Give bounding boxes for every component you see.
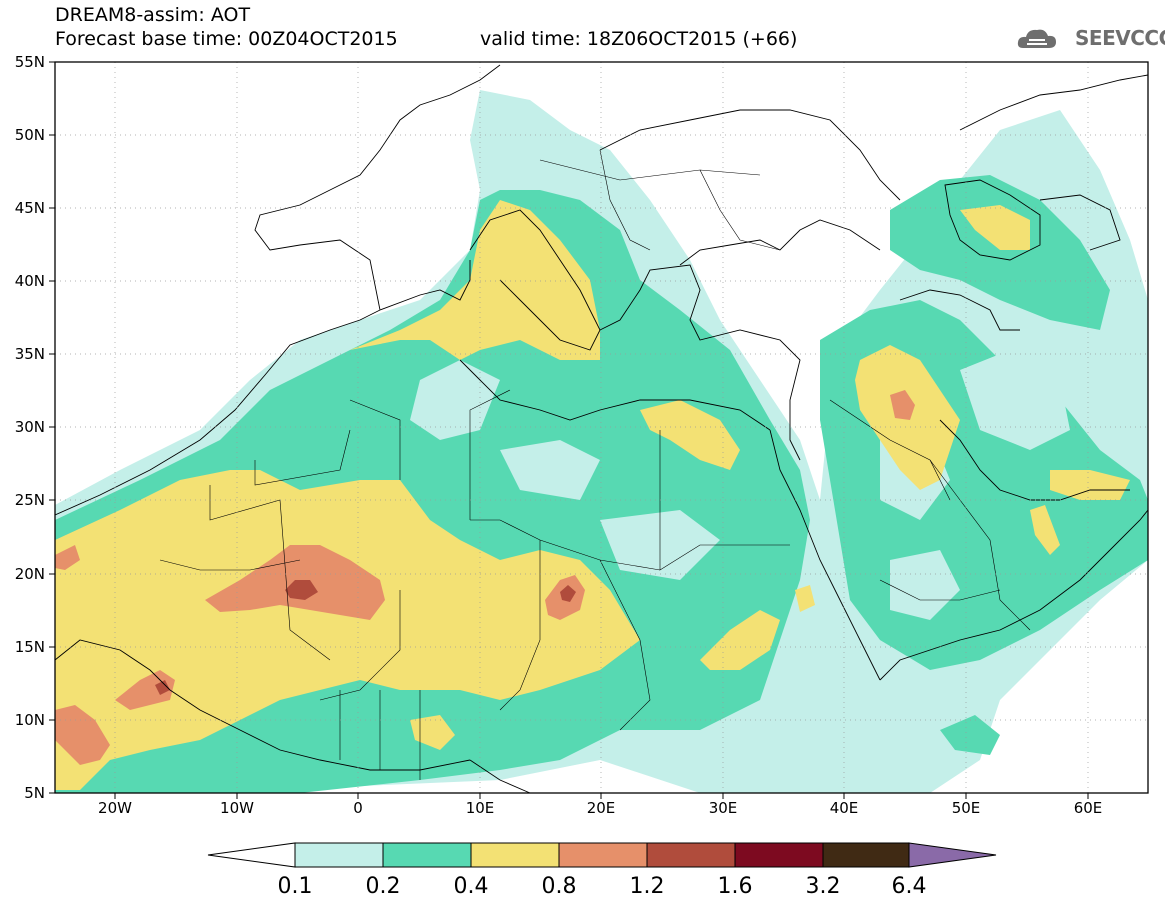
lat-label-25n: 25N xyxy=(15,491,45,509)
borders xyxy=(159,149,1031,780)
logo-text: SEEVCCC xyxy=(1075,26,1165,50)
lon-label-10e: 10E xyxy=(466,799,495,817)
colorbar-swatch-6 xyxy=(734,842,824,868)
colorbar-label: 3.2 xyxy=(806,874,841,899)
colorbar-labels: 0.1 0.2 0.4 0.8 1.2 1.6 3.2 6.4 xyxy=(278,874,927,899)
colorbar-swatch-4 xyxy=(558,842,648,868)
colorbar-swatch-1 xyxy=(294,842,384,868)
lat-label-55n: 55N xyxy=(15,53,45,71)
lat-label-45n: 45N xyxy=(15,199,45,217)
lon-label-40e: 40E xyxy=(830,799,859,817)
axis-ticks xyxy=(49,61,1089,799)
lat-label-50n: 50N xyxy=(15,126,45,144)
lat-label-30n: 30N xyxy=(15,418,45,436)
valid-time: valid time: 18Z06OCT2015 (+66) xyxy=(480,28,798,50)
lat-label-15n: 15N xyxy=(15,638,45,656)
colorbar-high-arrow xyxy=(908,842,997,868)
lon-label-20w: 20W xyxy=(98,799,132,817)
colorbar-swatch-5 xyxy=(646,842,736,868)
map-title: DREAM8-assim: AOT xyxy=(55,4,251,26)
lon-label-30e: 30E xyxy=(709,799,738,817)
logo xyxy=(1017,29,1056,48)
colorbar-swatch-2 xyxy=(382,842,472,868)
lat-label-40n: 40N xyxy=(15,272,45,290)
colorbar-label: 6.4 xyxy=(892,874,927,899)
colorbar-low-arrow xyxy=(207,842,296,868)
lat-label-20n: 20N xyxy=(15,565,45,583)
lon-label-60e: 60E xyxy=(1074,799,1103,817)
colorbar-label: 0.4 xyxy=(454,874,489,899)
lat-label-10n: 10N xyxy=(15,711,45,729)
cloud-icon xyxy=(1017,29,1056,48)
lon-label-0: 0 xyxy=(353,799,363,817)
lat-label-35n: 35N xyxy=(15,345,45,363)
colorbar-label: 0.2 xyxy=(366,874,401,899)
longitude-labels: 20W 10W 0 10E 20E 30E 40E 50E 60E xyxy=(98,799,1102,817)
colorbar-swatch-3 xyxy=(470,842,560,868)
forecast-base-time: Forecast base time: 00Z04OCT2015 xyxy=(55,28,398,50)
lat-label-5n: 5N xyxy=(24,784,45,802)
latitude-labels: 55N 50N 45N 40N 35N 30N 25N 20N 15N 10N … xyxy=(15,53,45,802)
colorbar-label: 1.6 xyxy=(718,874,753,899)
gridlines xyxy=(55,62,1148,793)
colorbar-label: 0.1 xyxy=(278,874,313,899)
lon-label-20e: 20E xyxy=(587,799,616,817)
colorbar xyxy=(207,842,997,868)
aot-field xyxy=(55,62,1148,793)
colorbar-swatch-7 xyxy=(822,842,910,868)
lon-label-10w: 10W xyxy=(220,799,254,817)
colorbar-label: 0.8 xyxy=(542,874,577,899)
lon-label-50e: 50E xyxy=(952,799,981,817)
coastlines xyxy=(55,64,1148,793)
colorbar-label: 1.2 xyxy=(630,874,665,899)
